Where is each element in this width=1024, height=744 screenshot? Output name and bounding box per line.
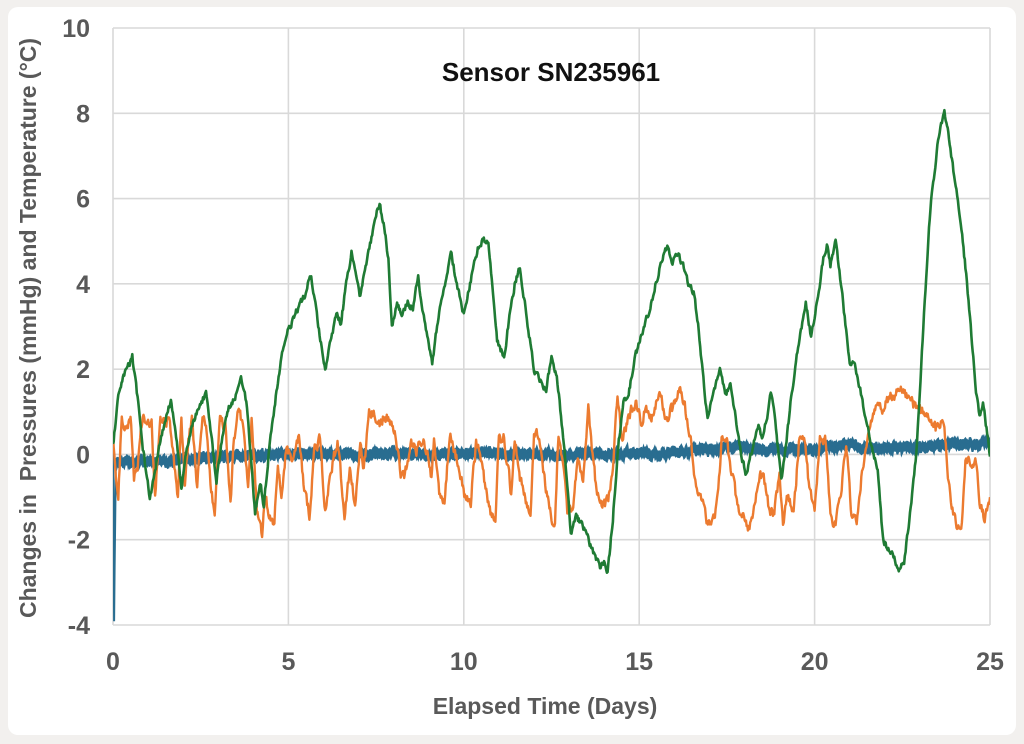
y-tick-label: 6 — [76, 186, 90, 214]
x-tick-label: 10 — [450, 648, 478, 676]
y-tick-label: 10 — [62, 15, 90, 43]
series-blue-pressure — [113, 433, 990, 622]
x-tick-label: 15 — [625, 648, 653, 676]
x-axis-title: Elapsed Time (Days) — [433, 693, 658, 719]
x-tick-label: 25 — [976, 648, 1004, 676]
chart-title: Sensor SN235961 — [442, 57, 660, 87]
y-tick-label: 2 — [76, 356, 90, 384]
y-tick-label: -4 — [68, 612, 90, 640]
series-orange-pressure — [113, 385, 990, 539]
y-tick-label: -2 — [68, 527, 90, 555]
x-tick-label: 20 — [801, 648, 829, 676]
y-tick-label: 4 — [76, 271, 90, 299]
gridlines — [112, 27, 991, 626]
y-tick-label: 8 — [76, 100, 90, 128]
data-series — [113, 108, 990, 622]
chart-card: -4 -2 0 2 4 6 8 10 0 5 10 15 20 25 Sensor SN235961 El… — [8, 7, 1016, 735]
tick-labels: -4 -2 0 2 4 6 8 10 0 5 10 15 20 25 — [62, 15, 1004, 676]
y-axis-title: Changes in Pressures (mmHg) and Temperat… — [15, 38, 41, 618]
x-tick-label: 5 — [281, 648, 295, 676]
series-green-temperature — [113, 108, 990, 575]
x-tick-label: 0 — [106, 648, 120, 676]
y-tick-label: 0 — [76, 441, 90, 469]
